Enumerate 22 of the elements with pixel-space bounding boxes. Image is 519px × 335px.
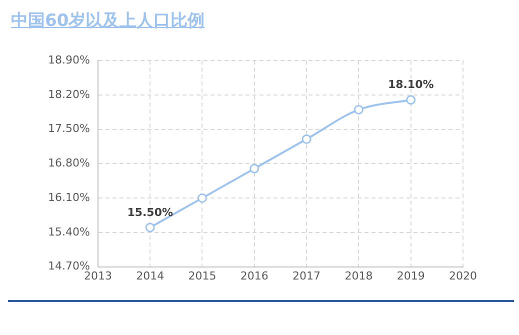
y-tick-label: 18.20% — [48, 88, 90, 101]
y-tick-label: 18.90% — [48, 53, 90, 66]
point — [354, 104, 364, 114]
x-tick-label: 2014 — [136, 269, 164, 282]
point — [406, 95, 416, 105]
point — [250, 164, 260, 174]
x-tick-label: 2016 — [240, 269, 268, 282]
x-tick-label: 2019 — [396, 269, 425, 282]
y-tick-label: 16.80% — [48, 156, 90, 170]
point — [197, 193, 207, 203]
point — [302, 134, 312, 144]
point — [145, 222, 155, 232]
x-tick-label: 2018 — [344, 269, 373, 282]
chart-title: 中国60岁以及上人口比例 — [11, 10, 205, 32]
y-tick-label: 17.50% — [48, 122, 90, 136]
x-tick-label: 2017 — [292, 269, 321, 282]
data-label: 15.50% — [127, 206, 174, 219]
x-tick-label: 2015 — [188, 269, 216, 282]
y-tick-label: 15.40% — [48, 225, 90, 238]
y-tick-label: 16.10% — [48, 190, 90, 204]
data-label: 18.10% — [388, 78, 434, 92]
x-tick-label: 2020 — [449, 269, 478, 282]
